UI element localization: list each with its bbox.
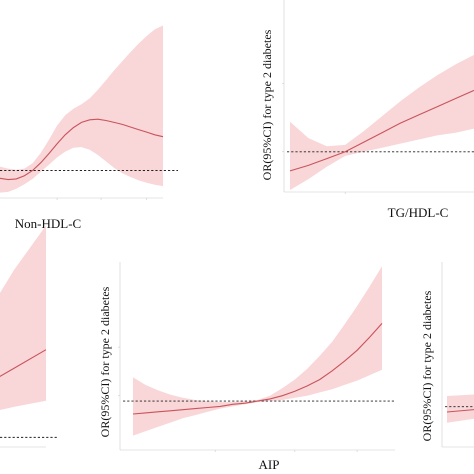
panel-tg-hdl-c-xlabel: TG/HDL-C — [388, 205, 449, 220]
panel-bottom-right-ylabel: OR(95%CI) for type 2 diabetes — [420, 290, 434, 441]
bottom-right-or-curve — [446, 409, 474, 413]
panel-aip-ylabel: OR(95%CI) for type 2 diabetes — [98, 286, 112, 437]
panel-tg-hdl-c-ylabel: OR(95%CI) for type 2 diabetes — [260, 29, 274, 180]
aip-confidence-band — [133, 266, 382, 436]
panel-bottom-right: OR(95%CI) for type 2 diabetes — [420, 262, 474, 448]
panel-bottom-left — [0, 225, 57, 448]
panel-non-hdl-c-xlabel: Non-HDL-C — [15, 216, 81, 231]
panel-aip-xlabel: AIP — [259, 457, 280, 472]
non-hdl-c-confidence-band — [0, 25, 163, 193]
tg-hdl-c-confidence-band — [290, 54, 474, 191]
panel-aip: OR(95%CI) for type 2 diabetes AIP — [98, 262, 395, 472]
panel-non-hdl-c: Non-HDL-C — [0, 25, 178, 231]
bottom-left-or-curve — [0, 349, 47, 378]
non-hdl-c-or-curve — [0, 118, 164, 181]
panel-tg-hdl-c: OR(95%CI) for type 2 diabetes TG/HDL-C — [260, 0, 474, 220]
bottom-right-confidence-band — [447, 394, 474, 423]
tg-hdl-c-or-curve — [289, 89, 474, 172]
bottom-left-confidence-band — [0, 225, 46, 411]
aip-or-curve — [132, 323, 383, 415]
